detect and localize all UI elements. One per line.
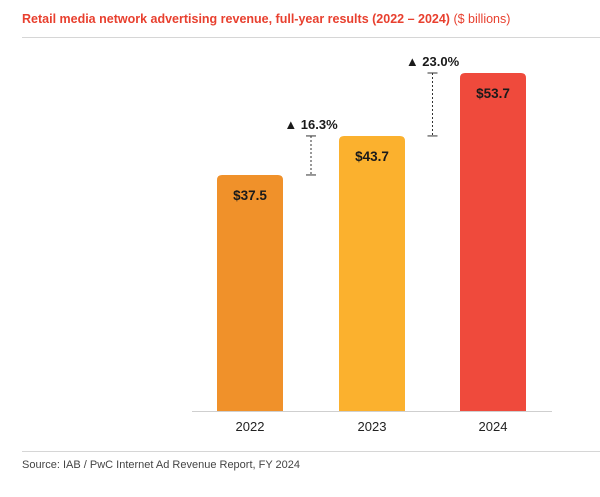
value-label-2022: $37.5 <box>233 188 267 203</box>
title-main: Retail media network advertising revenue… <box>22 12 450 26</box>
growth-label-0: ▲ 16.3% <box>284 117 338 132</box>
x-tick-2022: 2022 <box>236 419 265 434</box>
x-tick-2024: 2024 <box>479 419 508 434</box>
chart-title: Retail media network advertising revenue… <box>22 12 510 26</box>
top-divider <box>22 37 600 38</box>
bar-2022 <box>217 174 283 411</box>
bar-2024 <box>460 73 526 411</box>
value-label-2023: $43.7 <box>355 149 389 164</box>
value-label-2024: $53.7 <box>476 86 510 101</box>
source-note: Source: IAB / PwC Internet Ad Revenue Re… <box>22 459 301 471</box>
bar-2023 <box>339 135 405 412</box>
growth-label-1: ▲ 23.0% <box>406 54 460 69</box>
title-unit: ($ billions) <box>453 12 511 26</box>
x-tick-2023: 2023 <box>358 419 387 434</box>
bottom-divider <box>22 451 600 452</box>
bar-chart: $37.5 2022 $43.7 2023 $53.7 2024 ▲ 16.3% ▲ 23.0… <box>192 54 552 434</box>
